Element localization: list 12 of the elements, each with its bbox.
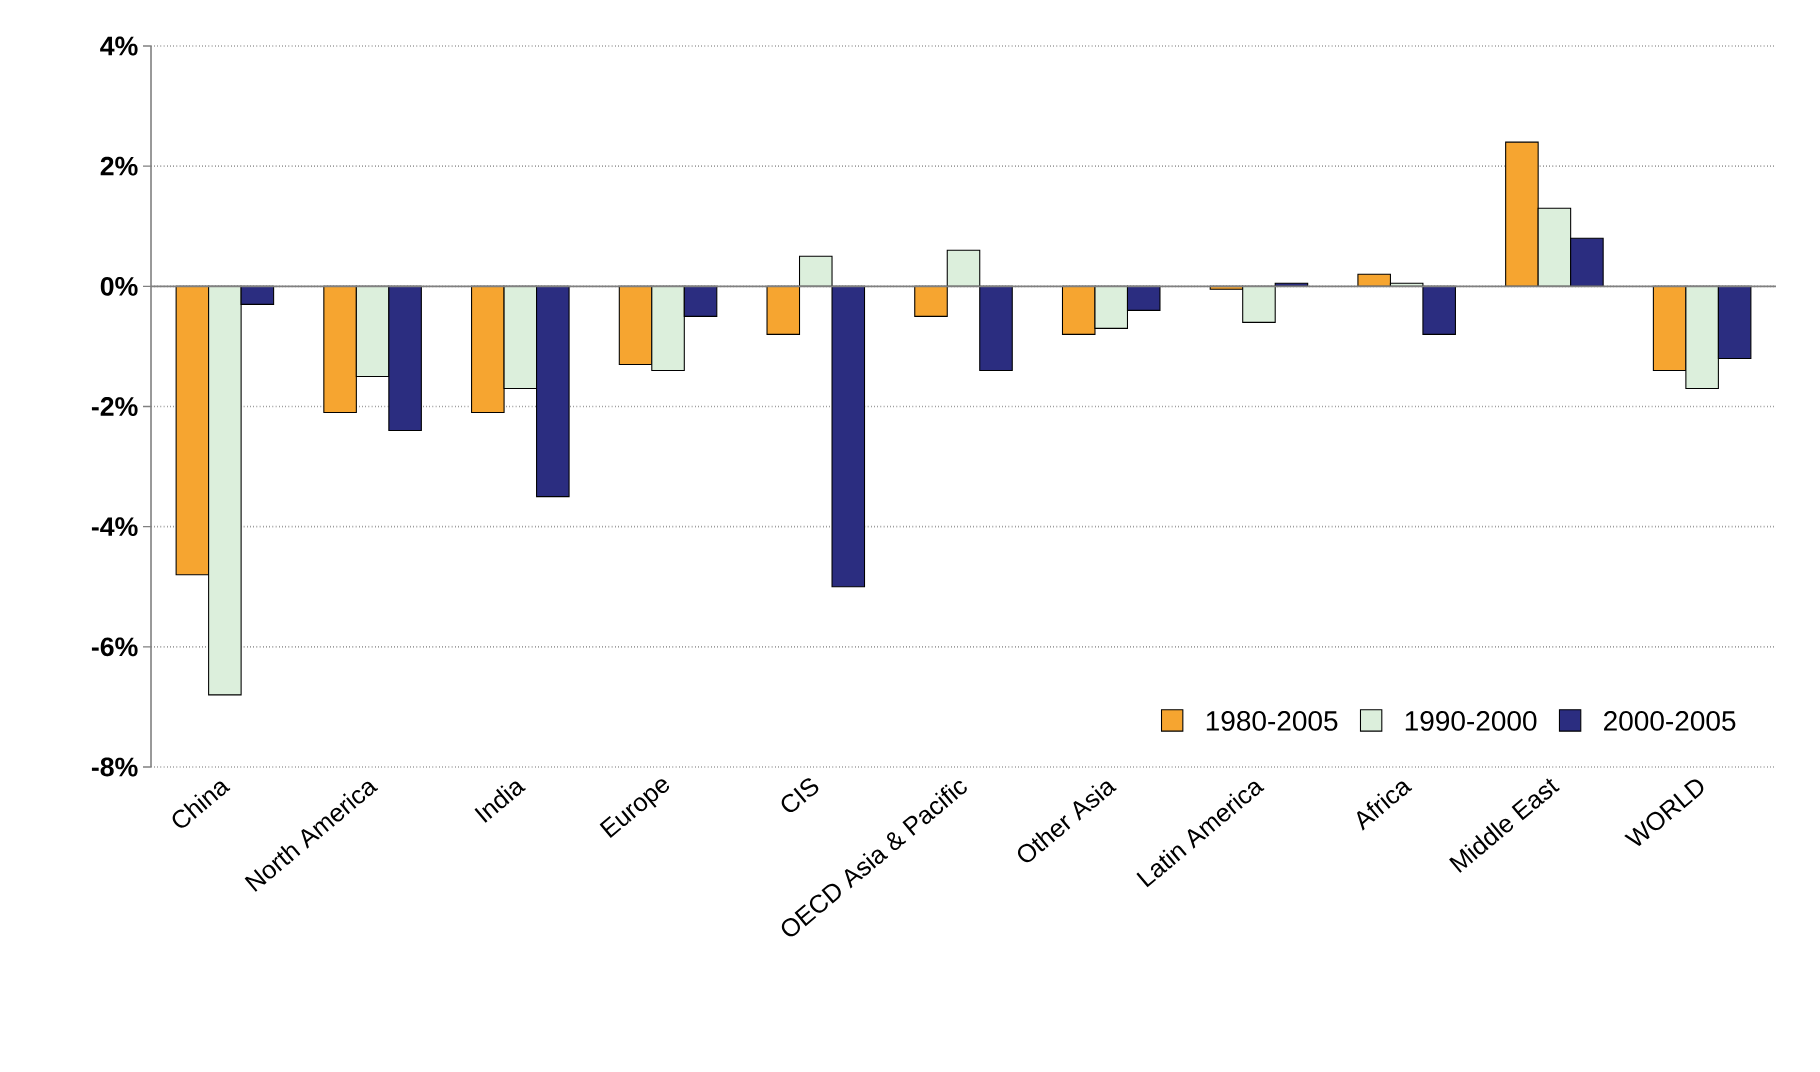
y-tick-label: 2% <box>100 156 138 176</box>
x-tick-label: CIS <box>781 778 819 813</box>
y-tick-label: -4% <box>91 517 138 537</box>
legend-label: 1990-2000 <box>1405 711 1537 731</box>
y-tick-label: 0% <box>100 276 138 296</box>
legend-label: 1980-2005 <box>1206 711 1338 731</box>
y-tick-label: 4% <box>100 36 138 56</box>
y-tick-label: -8% <box>91 757 138 777</box>
y-tick-label: -6% <box>91 637 138 657</box>
y-tick-label: -2% <box>91 397 138 416</box>
legend-label: 2000-2005 <box>1604 711 1736 731</box>
x-tick-label: India <box>474 781 526 823</box>
